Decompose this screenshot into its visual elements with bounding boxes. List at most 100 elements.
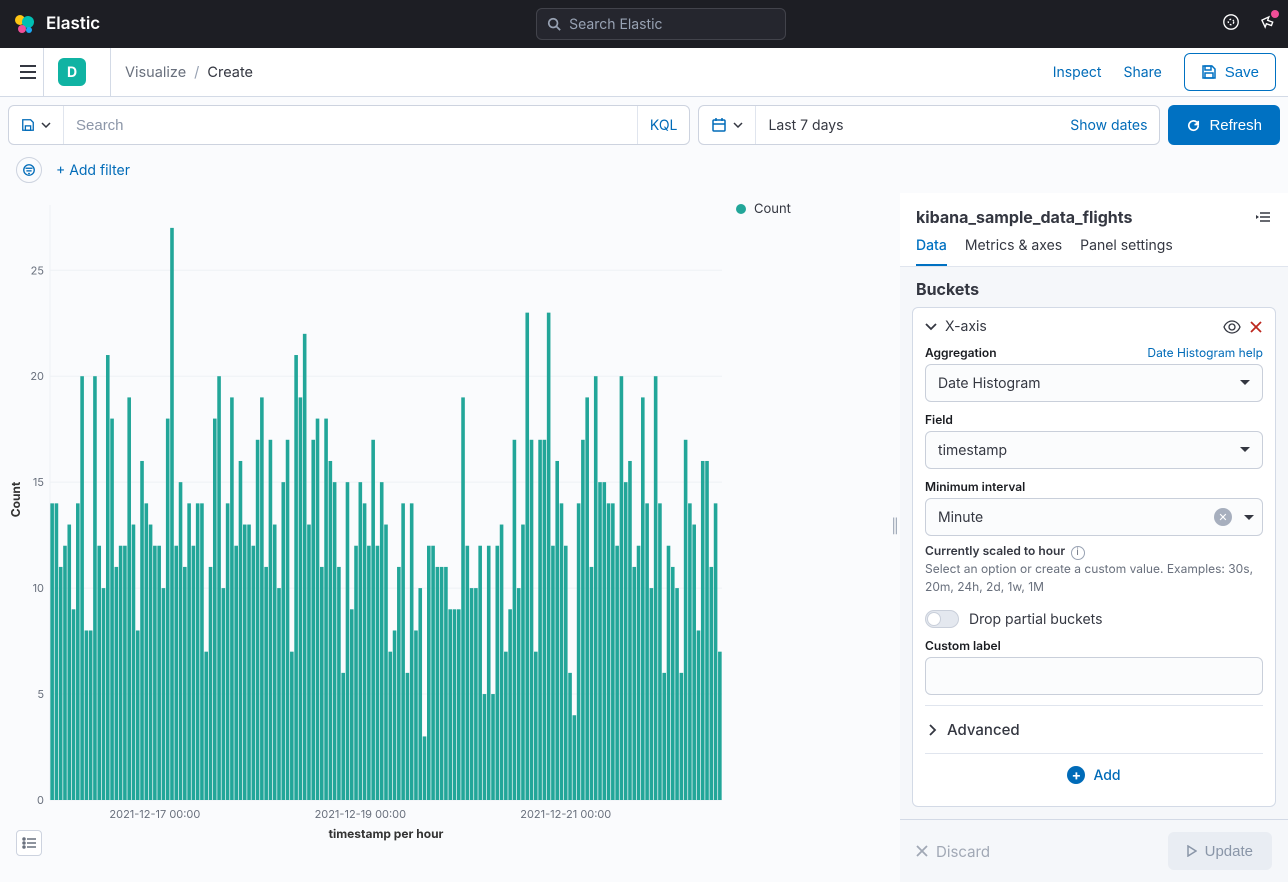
space-badge: D — [58, 58, 86, 86]
calendar-icon — [711, 117, 727, 133]
time-group: Last 7 days Show dates — [698, 105, 1160, 145]
filter-bar: + Add filter — [0, 153, 1288, 193]
collapse-sidebar-button[interactable] — [1256, 207, 1272, 227]
global-search-placeholder: Search Elastic — [569, 16, 662, 33]
drop-partial-row: Drop partial buckets — [925, 606, 1263, 638]
custom-label-label: Custom label — [925, 638, 1001, 653]
tab-metrics-axes[interactable]: Metrics & axes — [965, 237, 1062, 266]
list-icon — [22, 837, 36, 849]
query-lang-button[interactable]: KQL — [637, 106, 690, 144]
search-input-wrap — [64, 106, 637, 144]
buckets-title: Buckets — [916, 279, 1272, 299]
svg-text:2021-12-17 00:00: 2021-12-17 00:00 — [109, 807, 200, 821]
legend-label: Count — [754, 201, 791, 217]
bucket-header[interactable]: X-axis — [913, 308, 1275, 345]
info-icon[interactable]: i — [1071, 546, 1085, 560]
aggregation-label: Aggregation — [925, 345, 997, 360]
share-link[interactable]: Share — [1123, 64, 1161, 81]
advanced-label: Advanced — [947, 720, 1020, 739]
newsfeed-icon[interactable] — [1258, 13, 1276, 35]
bucket-title: X-axis — [945, 318, 987, 335]
svg-text:2021-12-21 00:00: 2021-12-21 00:00 — [520, 807, 611, 821]
time-quick-select[interactable] — [699, 106, 756, 144]
chart-zone: Counttimestamp per hour05101520252021-12… — [0, 193, 888, 860]
update-label: Update — [1205, 843, 1253, 860]
breadcrumb-separator: / — [194, 64, 199, 81]
search-icon — [547, 17, 561, 31]
tab-panel-settings[interactable]: Panel settings — [1080, 237, 1173, 266]
drop-partial-switch[interactable] — [925, 610, 959, 628]
options-icon — [22, 163, 36, 177]
custom-label-input[interactable] — [925, 657, 1263, 695]
global-search-input[interactable]: Search Elastic — [536, 8, 786, 40]
legend-item[interactable]: Count — [736, 201, 880, 217]
tab-data[interactable]: Data — [916, 237, 947, 266]
svg-text:2021-12-19 00:00: 2021-12-19 00:00 — [315, 807, 407, 821]
main-area: Counttimestamp per hour05101520252021-12… — [0, 193, 1288, 860]
sidebar-header: kibana_sample_data_flights Data Metrics … — [900, 193, 1288, 267]
query-group: KQL — [8, 105, 690, 145]
drop-partial-label: Drop partial buckets — [969, 611, 1102, 628]
refresh-button[interactable]: Refresh — [1168, 105, 1280, 145]
update-button[interactable]: Update — [1168, 832, 1272, 870]
save-label: Save — [1225, 64, 1259, 81]
svg-text:5: 5 — [37, 687, 44, 701]
svg-text:20: 20 — [30, 369, 44, 383]
add-bucket-button[interactable]: + Add — [925, 753, 1263, 796]
clear-interval-button[interactable]: ✕ — [1214, 508, 1232, 526]
field-row: Field timestamp — [925, 412, 1263, 469]
saved-query-button[interactable] — [9, 106, 64, 144]
show-dates-button[interactable]: Show dates — [1058, 106, 1159, 144]
menu-toggle-button[interactable] — [12, 48, 44, 97]
help-icon[interactable] — [1222, 13, 1240, 35]
min-interval-combo[interactable]: Minute ✕ — [925, 498, 1263, 536]
refresh-icon — [1186, 118, 1201, 133]
save-button[interactable]: Save — [1184, 53, 1276, 91]
advanced-toggle[interactable]: Advanced — [925, 705, 1263, 753]
logo-area: Elastic — [12, 12, 100, 36]
panel-resize-handle[interactable]: || — [888, 193, 900, 860]
legend-toggle-button[interactable] — [16, 830, 42, 856]
chart-legend: Count — [728, 193, 888, 860]
svg-text:25: 25 — [31, 263, 45, 277]
bucket-card: X-axis Aggregation Date Histogram help D… — [912, 307, 1276, 807]
aggregation-help-link[interactable]: Date Histogram help — [1147, 345, 1263, 360]
bucket-form: Aggregation Date Histogram help Date His… — [913, 345, 1275, 806]
chevron-down-icon — [733, 122, 743, 128]
min-interval-row: Minimum interval Minute ✕ Currently scal… — [925, 479, 1263, 596]
field-value: timestamp — [938, 442, 1007, 459]
discard-label: Discard — [936, 842, 990, 861]
min-interval-value: Minute — [938, 509, 983, 526]
index-pattern-row: kibana_sample_data_flights — [900, 193, 1288, 237]
svg-text:timestamp per hour: timestamp per hour — [329, 826, 444, 841]
chart-inner: Counttimestamp per hour05101520252021-12… — [8, 193, 888, 860]
time-range-display[interactable]: Last 7 days — [756, 106, 1058, 144]
index-pattern-name[interactable]: kibana_sample_data_flights — [916, 207, 1132, 227]
header-icons — [1222, 13, 1276, 35]
aggregation-select[interactable]: Date Histogram — [925, 364, 1263, 402]
aggregation-row: Aggregation Date Histogram help Date His… — [925, 345, 1263, 402]
sidebar-footer: Discard Update — [900, 819, 1288, 882]
eye-icon[interactable] — [1223, 320, 1241, 334]
add-filter-button[interactable]: + Add filter — [56, 162, 130, 179]
global-header: Elastic Search Elastic — [0, 0, 1288, 48]
breadcrumb-parent[interactable]: Visualize — [125, 64, 186, 81]
delete-icon[interactable] — [1249, 320, 1263, 334]
svg-text:0: 0 — [37, 793, 44, 807]
chevron-down-icon — [41, 122, 51, 128]
field-label: Field — [925, 412, 953, 427]
filter-options-button[interactable] — [16, 157, 42, 183]
svg-text:10: 10 — [33, 581, 44, 595]
interval-hint-text: Select an option or create a custom valu… — [925, 561, 1253, 594]
discard-button[interactable]: Discard — [916, 842, 990, 861]
bar-chart: Counttimestamp per hour05101520252021-12… — [8, 197, 728, 842]
search-input[interactable] — [76, 117, 625, 134]
disk-icon — [21, 118, 35, 132]
notification-dot — [1271, 10, 1279, 18]
svg-text:Count: Count — [8, 481, 23, 517]
field-select[interactable]: timestamp — [925, 431, 1263, 469]
play-icon — [1187, 845, 1197, 857]
interval-hint: Currently scaled to hour i Select an opt… — [925, 542, 1263, 596]
inspect-link[interactable]: Inspect — [1053, 64, 1102, 81]
space-selector[interactable]: D — [44, 48, 111, 97]
